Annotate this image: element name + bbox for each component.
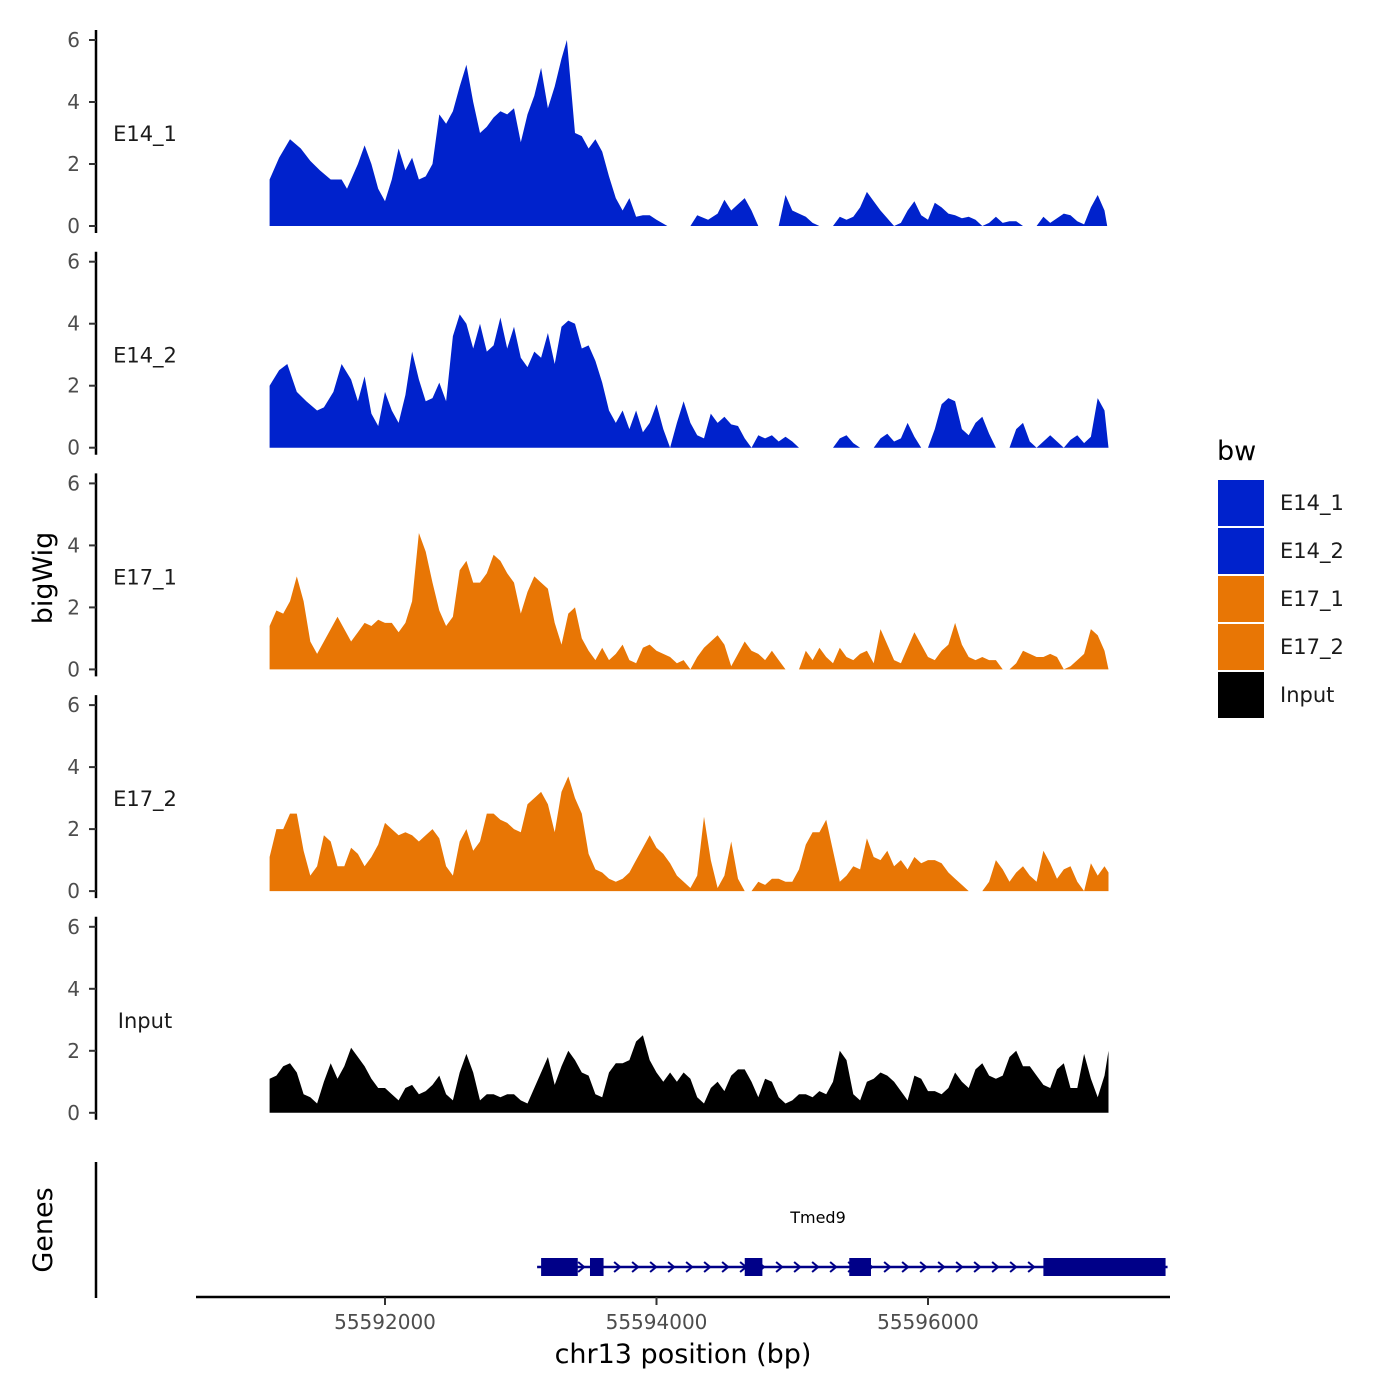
strand-arrow [577,1261,586,1273]
y-tick-label: 4 [67,533,80,557]
x-tick-label: 55592000 [334,1310,436,1334]
signal-area-e17-2 [269,776,1109,892]
strand-arrow [919,1261,928,1273]
gene-model-tmed9 [537,1258,1168,1276]
legend-title: bw [1217,436,1256,467]
strand-arrow [973,1261,982,1273]
genes-track: Genes Tmed9 [28,1162,1168,1298]
legend-label: E14_1 [1280,491,1344,516]
strand-arrow [613,1261,622,1273]
legend-label: E17_1 [1280,587,1344,612]
y-tick-label: 4 [67,977,80,1001]
strand-arrow [721,1261,730,1273]
strand-arrow [901,1261,910,1273]
y-tick-label: 0 [67,879,80,903]
x-axis-ticks: 55592000 55594000 55596000 [334,1297,979,1334]
legend-label: E14_2 [1280,539,1344,564]
y-tick-label: 2 [67,595,80,619]
legend-swatch [1218,576,1264,622]
y-tick-label: 6 [67,250,80,274]
y-tick-label: 2 [67,1039,80,1063]
track-label: E14_2 [113,344,177,369]
legend-swatch [1218,672,1264,718]
y-tick-label: 2 [67,374,80,398]
track-label: Input [118,1009,172,1033]
y-tick-label: 2 [67,817,80,841]
strand-arrow [937,1261,946,1273]
strand-arrow [703,1261,712,1273]
track-e17-1: 0 2 4 6 E17_1 [67,471,1109,681]
strand-arrow [793,1261,802,1273]
y-tick-label: 2 [67,152,80,176]
signal-area-e17-1 [269,533,1109,670]
signal-tracks: 0 2 4 6 E14_1 0 2 4 6 E14_2 0 2 4 6 E17_1 0 2 4 6 E17_2 0 2 4 6… [67,28,1109,1125]
strand-arrow [955,1261,964,1273]
y-tick-label: 0 [67,436,80,460]
gene-label-tmed9: Tmed9 [789,1208,846,1227]
y-tick-label: 0 [67,657,80,681]
gene-exon [589,1258,604,1276]
legend: bw E14_1 E14_2 E17_1 E17_2 Input [1217,436,1344,718]
strand-arrow [775,1261,784,1273]
strand-arrow [667,1261,676,1273]
y-axis-title: bigWig [28,532,59,625]
track-label: E14_1 [113,122,177,147]
x-tick-label: 55594000 [606,1310,708,1334]
y-tick-label: 0 [67,214,80,238]
legend-label: Input [1280,683,1334,707]
strand-arrow [685,1261,694,1273]
strand-arrow [829,1261,838,1273]
signal-area-input [269,1035,1109,1113]
y-tick-label: 0 [67,1101,80,1125]
track-e17-2: 0 2 4 6 E17_2 [67,693,1109,903]
y-tick-label: 6 [67,471,80,495]
signal-area-e14-2 [269,314,1109,448]
strand-arrow [649,1261,658,1273]
y-tick-label: 4 [67,312,80,336]
strand-arrow [1027,1261,1036,1273]
y-tick-label: 6 [67,28,80,52]
legend-swatch [1218,528,1264,574]
track-e14-2: 0 2 4 6 E14_2 [67,250,1109,460]
gene-exon [1043,1258,1166,1276]
track-e14-1: 0 2 4 6 E14_1 [67,28,1108,238]
y-tick-label: 4 [67,90,80,114]
legend-entries: E14_1 E14_2 E17_1 E17_2 Input [1218,480,1344,718]
strand-arrow [883,1261,892,1273]
track-input: 0 2 4 6 Input [67,915,1109,1125]
strand-arrow [1009,1261,1018,1273]
track-label: E17_1 [113,565,177,590]
strand-arrow [631,1261,640,1273]
legend-swatch [1218,480,1264,526]
signal-area-e14-1 [269,40,1108,226]
legend-label: E17_2 [1280,635,1344,660]
strand-arrow [991,1261,1000,1273]
y-tick-label: 4 [67,755,80,779]
legend-swatch [1218,624,1264,670]
gene-exon [744,1258,763,1276]
gene-exon [541,1258,578,1276]
x-axis-title: chr13 position (bp) [555,1339,812,1370]
gene-exon [849,1258,871,1276]
x-tick-label: 55596000 [877,1310,979,1334]
y-tick-label: 6 [67,693,80,717]
strand-arrow [811,1261,820,1273]
track-label: E17_2 [113,787,177,812]
y-tick-label: 6 [67,915,80,939]
genes-track-title: Genes [28,1187,59,1272]
